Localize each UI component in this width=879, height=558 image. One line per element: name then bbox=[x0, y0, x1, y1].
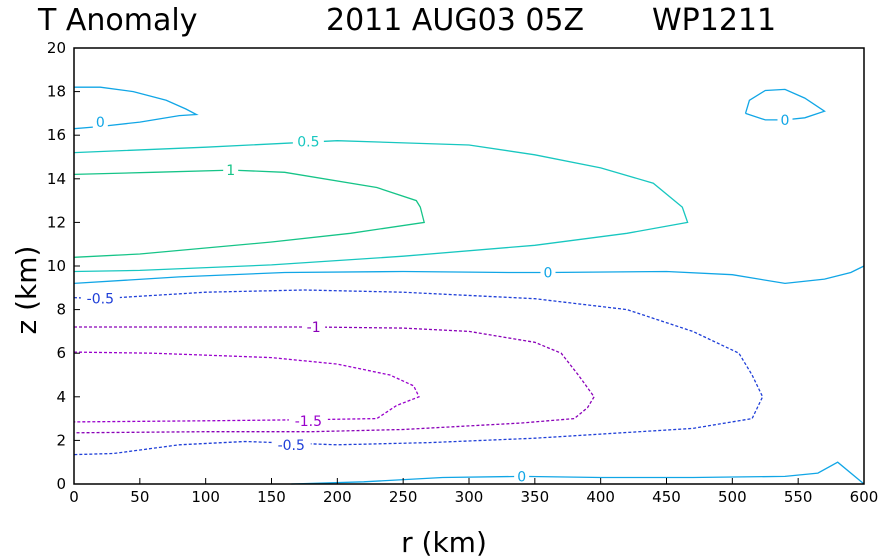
contour-line-5 bbox=[73, 289, 764, 456]
x-tick-label-9: 450 bbox=[652, 488, 681, 506]
contour-label-bg-9 bbox=[514, 468, 530, 485]
y-tick-label-5: 10 bbox=[47, 257, 66, 275]
contour-line-4 bbox=[73, 265, 865, 285]
contour-line-1 bbox=[744, 88, 826, 121]
contour-label-2: 0.5 bbox=[297, 135, 319, 151]
contour-label-3: 1 bbox=[226, 163, 235, 179]
contour-label-1: 0 bbox=[781, 113, 790, 129]
x-tick-label-12: 600 bbox=[850, 488, 879, 506]
contour-line-6 bbox=[73, 326, 595, 434]
x-axis-label: r (km) bbox=[401, 526, 487, 558]
contour-label-7: -1.5 bbox=[295, 414, 322, 430]
contour-line-2 bbox=[73, 140, 689, 273]
contour-label-bg-6 bbox=[302, 319, 326, 336]
contour-label-6: -1 bbox=[307, 320, 321, 336]
contour-label-9: 0 bbox=[517, 469, 526, 485]
chart-storm-id: WP1211 bbox=[652, 3, 776, 38]
y-tick-label-8: 16 bbox=[47, 126, 66, 144]
contour-label-4: 0 bbox=[544, 266, 553, 282]
y-tick-label-4: 8 bbox=[56, 301, 66, 319]
contour-label-bg-0 bbox=[92, 114, 108, 131]
x-tick-label-5: 250 bbox=[389, 488, 418, 506]
contour-line-7 bbox=[73, 351, 420, 423]
x-tick-label-8: 400 bbox=[586, 488, 615, 506]
y-tick-label-0: 0 bbox=[56, 475, 66, 493]
contour-label-bg-3 bbox=[223, 162, 239, 179]
x-tick-label-1: 50 bbox=[130, 488, 149, 506]
x-tick-label-2: 100 bbox=[191, 488, 220, 506]
contour-label-8: -0.5 bbox=[278, 438, 305, 454]
y-tick-label-10: 20 bbox=[47, 39, 66, 57]
x-tick-label-6: 300 bbox=[455, 488, 484, 506]
contour-label-bg-1 bbox=[777, 111, 793, 128]
x-tick-label-3: 150 bbox=[257, 488, 286, 506]
chart-date: 2011 AUG03 05Z bbox=[326, 3, 584, 38]
y-tick-label-1: 2 bbox=[56, 431, 66, 449]
contour-label-5: -0.5 bbox=[87, 292, 114, 308]
contour-label-bg-2 bbox=[292, 133, 324, 150]
x-tick-label-0: 0 bbox=[69, 488, 79, 506]
contour-label-bg-4 bbox=[540, 264, 556, 281]
contour-label-0: 0 bbox=[96, 115, 105, 131]
y-tick-label-3: 6 bbox=[56, 344, 66, 362]
x-tick-label-4: 200 bbox=[323, 488, 352, 506]
y-axis-ticks: 0 2 4 6 8 10 12 14 16 18 20 bbox=[47, 39, 80, 493]
contour-label-bg-5 bbox=[80, 290, 120, 307]
contour-line-9 bbox=[291, 461, 865, 485]
chart-title: T Anomaly bbox=[37, 3, 197, 38]
y-axis-label: z (km) bbox=[10, 246, 43, 335]
x-tick-label-11: 550 bbox=[784, 488, 813, 506]
contour-label-bg-8 bbox=[271, 436, 311, 453]
x-tick-label-10: 500 bbox=[718, 488, 747, 506]
x-axis-ticks: 0 50 100 150 200 250 300 350 400 450 500 550 600 bbox=[69, 478, 878, 506]
y-tick-label-2: 4 bbox=[56, 388, 66, 406]
x-tick-label-7: 350 bbox=[521, 488, 550, 506]
y-tick-label-9: 18 bbox=[47, 83, 66, 101]
y-tick-label-6: 12 bbox=[47, 213, 66, 231]
contour-lines: 0 0 0.5 1 0 -0.5 -1 -1.5 -0.5 0 bbox=[73, 86, 865, 485]
contour-label-bg-7 bbox=[288, 412, 328, 429]
y-tick-label-7: 14 bbox=[47, 170, 66, 188]
contour-line-3 bbox=[73, 169, 426, 258]
contour-line-0 bbox=[73, 86, 199, 130]
